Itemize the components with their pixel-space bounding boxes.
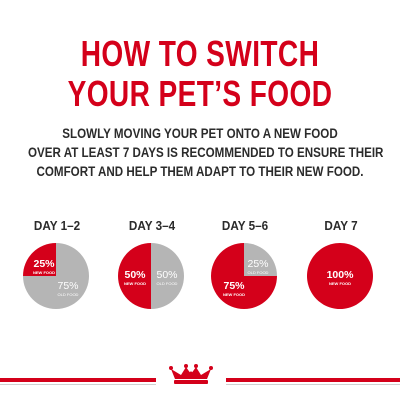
pie-old-slice bbox=[151, 243, 184, 309]
day-label-2: DAY 3–4 bbox=[128, 218, 176, 233]
pie-new-slice bbox=[306, 243, 373, 309]
old-value: 50% bbox=[156, 269, 177, 281]
new-value: 50% bbox=[124, 269, 146, 281]
crown-icon bbox=[156, 362, 226, 390]
pie-new-slice bbox=[23, 243, 56, 276]
pie-new-slice bbox=[211, 243, 277, 309]
day-label-3: DAY 5–6 bbox=[221, 218, 269, 233]
new-value: 25% bbox=[33, 258, 55, 270]
new-label: NEW FOOD bbox=[124, 281, 146, 286]
intro-line-1: SLOWLY MOVING YOUR PET ONTO A NEW FOOD bbox=[62, 126, 338, 141]
day-label-1: DAY 1–2 bbox=[33, 218, 81, 233]
intro-text: SLOWLY MOVING YOUR PET ONTO A NEW FOOD O… bbox=[28, 124, 384, 181]
title-line-1: HOW TO SWITCH bbox=[80, 33, 320, 74]
intro-line-2: OVER AT LEAST 7 DAYS IS RECOMMENDED TO E… bbox=[28, 145, 384, 160]
new-value: 100% bbox=[327, 269, 355, 281]
pie-day-1: 25% NEW FOOD 75% OLD FOOD bbox=[23, 243, 89, 309]
pie-old-slice bbox=[244, 243, 277, 276]
intro-line-3: COMFORT AND HELP THEM ADAPT TO THEIR NEW… bbox=[36, 164, 364, 179]
old-value: 75% bbox=[57, 280, 78, 292]
page-title: HOW TO SWITCH YOUR PET’S FOOD bbox=[44, 34, 356, 114]
new-label: NEW FOOD bbox=[223, 292, 245, 297]
old-label: OLD FOOD bbox=[248, 270, 269, 275]
pie-day-3: 75% NEW FOOD 25% OLD FOOD bbox=[211, 243, 277, 309]
day-label-4: DAY 7 bbox=[324, 218, 358, 233]
old-label: OLD FOOD bbox=[157, 281, 178, 286]
old-value: 25% bbox=[247, 258, 268, 270]
pie-day-2: 50% NEW FOOD 50% OLD FOOD bbox=[118, 243, 184, 309]
new-value: 75% bbox=[223, 280, 245, 292]
title-line-2: YOUR PET’S FOOD bbox=[67, 73, 333, 114]
pie-new-slice bbox=[118, 243, 151, 309]
new-label: NEW FOOD bbox=[33, 270, 55, 275]
pie-day-4: 100% NEW FOOD bbox=[306, 243, 373, 309]
old-label: OLD FOOD bbox=[58, 292, 79, 297]
new-label: NEW FOOD bbox=[329, 281, 351, 286]
